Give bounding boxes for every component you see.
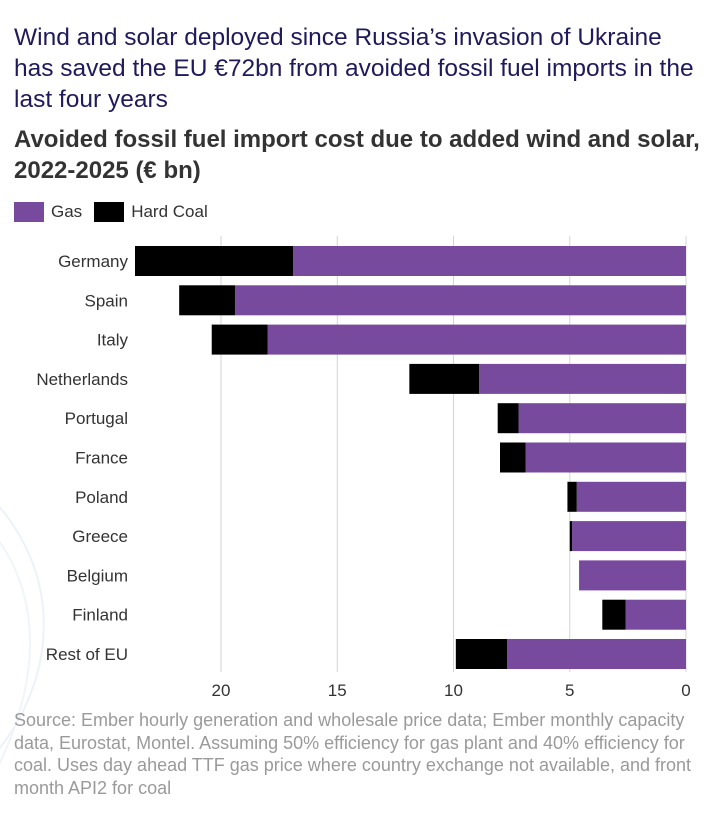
bar-gas-france [525,442,686,473]
chart-subtitle: Avoided fossil fuel import cost due to a… [14,126,700,184]
bar-chart: 20 15 10 5 0 Germany Spain Italy Netherlands Port… [36,236,691,700]
category-label: Poland [75,488,128,507]
bar-gas-italy [267,324,686,355]
x-tick-label-15: 15 [328,681,347,700]
category-label: Rest of EU [46,645,128,664]
chart-title: Wind and solar deployed since Russia’s i… [14,24,694,113]
bar-hard-coal-portugal [497,403,519,434]
category-label: Finland [72,606,128,625]
x-tick-label-0: 0 [681,681,690,700]
x-tick-label-20: 20 [212,681,231,700]
category-label: Belgium [67,566,128,585]
legend: Gas Hard Coal [14,201,220,223]
bar-gas-belgium [579,560,686,591]
bar-gas-poland [576,481,686,512]
category-label: Portugal [65,409,128,428]
legend-swatch-hard-coal [94,202,125,222]
bar-hard-coal-poland [567,481,577,512]
bar-gas-rest-of-eu [506,639,686,669]
bar-hard-coal-netherlands [409,363,480,394]
category-label: Italy [97,331,129,350]
category-label: France [75,449,128,468]
category-label: Netherlands [36,370,128,389]
bar-gas-finland [625,599,686,630]
bar-hard-coal-greece [569,521,573,552]
bar-gas-greece [572,521,686,552]
legend-label-gas: Gas [51,202,83,221]
bar-hard-coal-spain [179,285,235,316]
legend-item-hard-coal: Hard Coal [94,202,208,222]
bar-hard-coal-finland [602,599,626,630]
source-note: Source: Ember hourly generation and whol… [14,710,692,798]
bar-hard-coal-rest-of-eu [455,639,507,669]
category-label: Germany [58,252,128,271]
legend-swatch-gas [14,202,44,222]
bar-hard-coal-france [500,442,526,473]
x-tick-label-10: 10 [444,681,463,700]
bar-hard-coal-italy [211,324,268,355]
legend-label-hard-coal: Hard Coal [131,202,208,221]
bar-hard-coal-germany [135,246,294,276]
bar-gas-netherlands [479,363,686,394]
legend-item-gas: Gas [14,202,82,222]
category-label: Greece [72,527,128,546]
bar-gas-portugal [518,403,686,434]
bar-gas-spain [234,285,686,316]
category-label: Spain [85,291,128,310]
x-tick-label-5: 5 [565,681,574,700]
bar-gas-germany [293,246,686,276]
